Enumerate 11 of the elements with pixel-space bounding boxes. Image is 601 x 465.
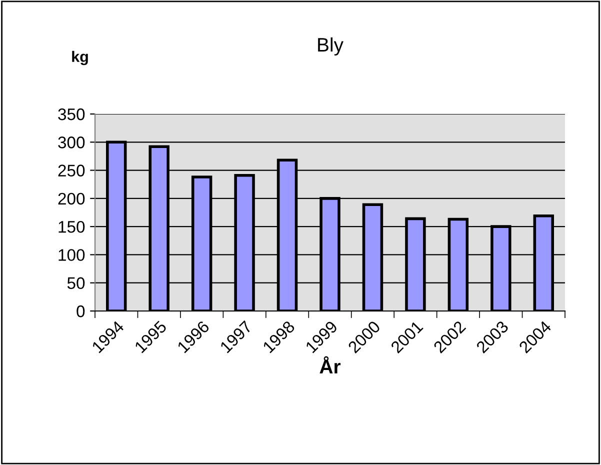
y-tick-label: 0 xyxy=(76,305,85,318)
y-tick-label: 250 xyxy=(58,164,85,176)
y-tick-label: 150 xyxy=(58,220,85,233)
y-tick-label: 300 xyxy=(58,136,85,148)
y-tick-label: 50 xyxy=(67,277,85,290)
y-axis-title: kg xyxy=(72,50,88,66)
y-tick-label: 200 xyxy=(58,192,85,205)
chart-title: Bly xyxy=(318,37,344,56)
y-tick-label: 350 xyxy=(58,108,85,120)
y-tick-label: 100 xyxy=(58,249,85,261)
x-axis-title: År xyxy=(320,356,341,374)
